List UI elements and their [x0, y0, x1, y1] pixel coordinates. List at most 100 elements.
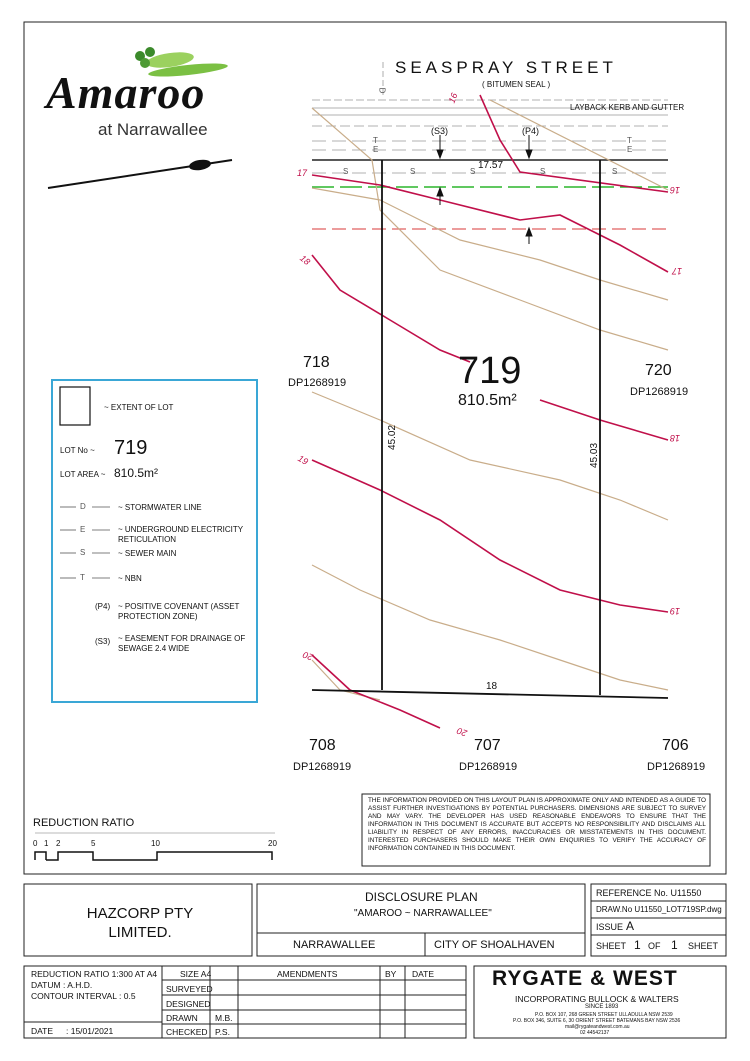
info-by: BY	[385, 969, 397, 979]
disclaimer-frame	[361, 793, 711, 867]
neighbour-right-dp: DP1268919	[630, 386, 689, 398]
legend-s3-code: (S3)	[95, 637, 111, 646]
service-s-marker: S	[540, 167, 546, 176]
service-s-marker: S	[343, 167, 349, 176]
info-size: SIZE A4	[180, 969, 212, 979]
contour-label: 19	[670, 606, 681, 616]
lot-rear: 18	[486, 681, 498, 692]
client-name: HAZCORP PTY LIMITED.	[86, 905, 194, 941]
info-date-label: DATE	[31, 1026, 54, 1036]
legend-electric: ~ UNDERGROUND ELECTRICITY RETICULATION	[118, 525, 243, 544]
info-amendments: AMENDMENTS	[277, 969, 338, 979]
council: CITY OF SHOALHAVEN	[434, 939, 555, 951]
info-datum: DATUM : A.H.D.	[31, 980, 93, 990]
sheet-total: 1	[671, 938, 678, 952]
service-s-marker: S	[470, 167, 476, 176]
service-s-marker: S	[410, 167, 416, 176]
sheet-suffix: SHEET	[688, 941, 719, 951]
of-label: OF	[648, 941, 661, 951]
drawing-number: DRAW.No U11550_LOT719SP.dwg	[596, 905, 722, 914]
sheet-frame	[23, 21, 727, 875]
surveyor-address-1: P.O. BOX 107, 268 GREEN STREET ULLADULLA…	[535, 1012, 673, 1018]
scale-title: REDUCTION RATIO	[33, 817, 135, 829]
covenant-p4-label: (P4)	[522, 126, 540, 136]
legend-sewer: ~ SEWER MAIN	[118, 549, 177, 558]
lot-number: 719	[458, 350, 522, 392]
north-arrow-graphic	[47, 159, 233, 189]
easement-arrows	[436, 135, 533, 244]
surveyor-phone: 02 44542137	[580, 1030, 610, 1036]
info-date-col: DATE	[412, 969, 435, 979]
legend-s3: ~ EASEMENT FOR DRAINAGE OF SEWAGE 2.4 WI…	[118, 634, 246, 653]
neighbour-br-lot: 706	[662, 737, 689, 754]
service-t-marker: T	[373, 136, 378, 145]
service-t-marker: T	[627, 136, 632, 145]
service-e-marker: E	[627, 145, 633, 154]
neighbour-left-lot: 718	[303, 354, 330, 371]
legend-stormwater: ~ STORMWATER LINE	[118, 503, 202, 512]
issue-label: ISSUE	[596, 922, 624, 932]
street-name: SEASPRAY STREET	[395, 58, 617, 77]
legend-lot-no-label: LOT No ~	[60, 446, 95, 455]
legend-extent: ~ EXTENT OF LOT	[104, 403, 174, 412]
info-designed: DESIGNED	[166, 999, 211, 1009]
contour-label: 17	[672, 266, 683, 276]
contour-label: 16	[670, 185, 681, 195]
logo-leaf-graphic	[135, 47, 228, 77]
legend-nbn-symbol: T	[80, 573, 85, 582]
lot-side-right: 45.03	[589, 442, 601, 469]
neighbour-left-dp: DP1268919	[288, 377, 347, 389]
legend-stormwater-symbol: D	[80, 502, 86, 511]
sheet-label: SHEET	[596, 941, 627, 951]
logo-brand: Amaroo	[46, 67, 206, 118]
scale-tick-20: 20	[268, 839, 277, 848]
service-s-marker: S	[612, 167, 618, 176]
scale-tick-0: 0	[33, 839, 38, 848]
lot-boundary	[311, 160, 669, 699]
surveyor-address-2: P.O. BOX 346, SUITE 6, 30 ORIENT STREET …	[513, 1018, 681, 1024]
neighbour-bl-lot: 708	[309, 737, 336, 754]
lot-side-left: 45.02	[387, 424, 399, 451]
contour-label: 18	[670, 433, 681, 443]
scale-tick-2: 2	[56, 839, 61, 848]
legend-lot-area: 810.5m²	[114, 466, 159, 480]
service-d-marker: D	[377, 87, 387, 94]
legend-electric-symbol: E	[80, 525, 86, 534]
title-block-frame	[23, 883, 727, 1039]
neighbour-right-lot: 720	[645, 362, 672, 379]
scale-tick-10: 10	[151, 839, 160, 848]
neighbour-bc-dp: DP1268919	[459, 761, 518, 773]
contour-label: 17	[297, 168, 308, 178]
surveyor-since: SINCE 1893	[585, 1004, 619, 1010]
scale-bar	[34, 832, 275, 861]
neighbour-bc-lot: 707	[474, 737, 501, 754]
surveyor-name: RYGATE & WEST	[492, 967, 678, 990]
locality: NARRAWALLEE	[293, 939, 376, 951]
info-checked-by: P.S.	[215, 1027, 230, 1037]
lot-area: 810.5m²	[458, 392, 517, 409]
info-drawn: DRAWN	[166, 1013, 198, 1023]
scale-tick-5: 5	[91, 839, 96, 848]
neighbour-br-dp: DP1268919	[647, 761, 706, 773]
info-surveyed: SURVEYED	[166, 984, 213, 994]
legend-nbn: ~ NBN	[118, 574, 142, 583]
legend-lot-area-label: LOT AREA ~	[60, 470, 106, 479]
legend-extent-symbol	[59, 386, 91, 426]
info-drawn-by: M.B.	[215, 1013, 233, 1023]
neighbour-bl-dp: DP1268919	[293, 761, 352, 773]
disclaimer: THE INFORMATION PROVIDED ON THIS LAYOUT …	[368, 797, 706, 852]
legend-sewer-symbol: S	[80, 548, 86, 557]
issue-value: A	[626, 919, 635, 933]
kerb-label: LAYBACK KERB AND GUTTER	[570, 103, 685, 112]
surveyor-email: mail@rygateandwest.com.au	[565, 1024, 630, 1030]
reference-number: REFERENCE No. U11550	[596, 888, 702, 898]
plan-subtitle: "AMAROO ~ NARRAWALLEE"	[354, 908, 492, 919]
legend-frame	[51, 379, 258, 703]
info-date: : 15/01/2021	[66, 1026, 114, 1036]
info-contour: CONTOUR INTERVAL : 0.5	[31, 991, 136, 1001]
lot-frontage: 17.57	[478, 160, 504, 171]
covenant-s3-label: (S3)	[431, 126, 449, 136]
legend-p4-code: (P4)	[95, 602, 111, 611]
info-reduction: REDUCTION RATIO 1:300 AT A4	[31, 969, 158, 979]
